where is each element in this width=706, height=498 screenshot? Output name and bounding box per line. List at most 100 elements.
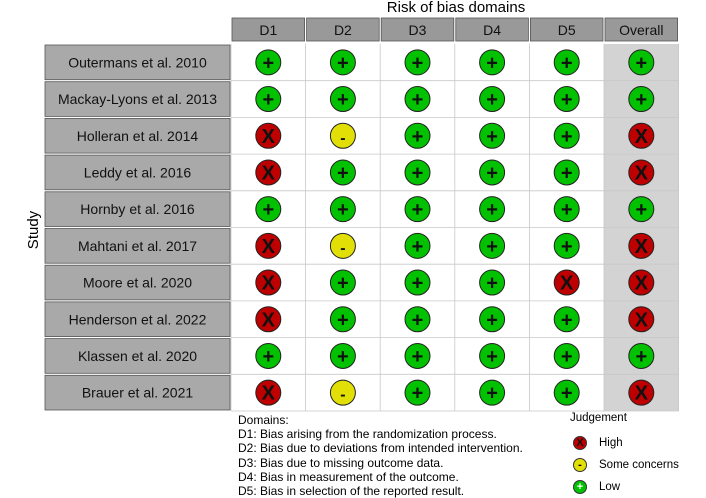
judgement-low-icon: + — [628, 49, 655, 76]
header-cell-d5 — [530, 17, 604, 42]
header-label-d3: D3 — [409, 22, 427, 38]
study-label: Hornby et al. 2016 — [80, 201, 195, 217]
svg-text:+: + — [337, 273, 349, 295]
domains-legend-d3: D3: Bias due to missing outcome data. — [238, 455, 444, 470]
judgement-legend-some: - Some concerns — [565, 454, 705, 476]
svg-text:+: + — [561, 89, 573, 111]
study-label-cell — [44, 264, 231, 301]
svg-text:+: + — [486, 126, 498, 148]
study-label-cell — [44, 154, 231, 191]
svg-text:X: X — [635, 126, 649, 148]
judgement-low-icon: + — [255, 342, 282, 369]
domains-legend-d2: D2: Bias due to deviations from intended… — [238, 441, 523, 456]
judgement-high-icon: X — [628, 159, 655, 186]
study-label: Klassen et al. 2020 — [78, 348, 197, 364]
judgement-low-icon: + — [479, 159, 506, 186]
judgement-low-icon: + — [553, 196, 580, 223]
svg-text:X: X — [262, 273, 276, 295]
svg-text:+: + — [486, 309, 498, 331]
study-label: Moore et al. 2020 — [83, 275, 192, 291]
header-cell-d4 — [455, 17, 529, 42]
header-label-d4: D4 — [483, 22, 501, 38]
svg-text:X: X — [635, 383, 649, 405]
judgement-low-icon: + — [553, 342, 580, 369]
judgement-high-icon: X — [255, 159, 282, 186]
header-label-d5: D5 — [558, 22, 576, 38]
judgement-legend-high: X High — [565, 432, 705, 454]
study-label: Mackay-Lyons et al. 2013 — [58, 91, 217, 107]
judgement-some-icon: - — [329, 122, 356, 149]
judgement-low-icon: + — [553, 159, 580, 186]
svg-text:+: + — [561, 52, 573, 74]
svg-text:X: X — [262, 309, 276, 331]
judgement-low-icon: + — [479, 196, 506, 223]
judgement-legend: Judgement X High - Some concerns + Low — [565, 412, 705, 498]
svg-text:X: X — [635, 273, 649, 295]
svg-text:+: + — [486, 273, 498, 295]
study-label-cell — [44, 301, 231, 337]
svg-text:+: + — [561, 309, 573, 331]
judgement-some-icon: - — [329, 379, 356, 406]
judgement-legend-some-label: Some concerns — [599, 459, 679, 471]
svg-text:+: + — [635, 346, 647, 368]
study-label: Brauer et al. 2021 — [82, 385, 194, 401]
judgement-high-icon: X — [628, 122, 655, 149]
some-concerns-icon: - — [573, 458, 587, 472]
judgement-low-icon: + — [479, 379, 506, 406]
domains-legend-heading: Domains: — [238, 413, 289, 427]
judgement-high-icon: X — [628, 269, 655, 296]
judgement-some-icon: - — [329, 232, 356, 259]
study-label-cell — [44, 338, 231, 374]
judgement-low-icon: + — [553, 86, 580, 113]
svg-text:+: + — [262, 89, 274, 111]
judgement-legend-high-label: High — [599, 437, 623, 449]
study-label-cell — [44, 228, 231, 264]
header-label-d1: D1 — [259, 22, 277, 38]
judgement-low-icon: + — [553, 379, 580, 406]
svg-text:+: + — [412, 126, 424, 148]
judgement-low-icon: + — [479, 122, 506, 149]
judgement-low-icon: + — [404, 342, 431, 369]
svg-text:+: + — [561, 126, 573, 148]
judgement-low-icon: + — [329, 269, 356, 296]
svg-text:X: X — [262, 126, 276, 148]
svg-text:+: + — [337, 309, 349, 331]
judgement-low-icon: + — [553, 49, 580, 76]
judgement-low-icon: + — [329, 49, 356, 76]
svg-text:+: + — [486, 236, 498, 258]
study-label: Outermans et al. 2010 — [68, 54, 207, 70]
svg-text:+: + — [262, 346, 274, 368]
judgement-high-icon: X — [255, 379, 282, 406]
judgement-low-icon: + — [329, 196, 356, 223]
study-label: Leddy et al. 2016 — [84, 164, 192, 180]
judgement-low-icon: + — [404, 379, 431, 406]
svg-text:+: + — [262, 199, 274, 221]
svg-text:+: + — [635, 199, 647, 221]
judgement-low-icon: + — [404, 232, 431, 259]
judgement-low-icon: + — [628, 196, 655, 223]
svg-text:+: + — [412, 273, 424, 295]
judgement-low-icon: + — [479, 342, 506, 369]
judgement-legend-title: Judgement — [570, 412, 627, 424]
svg-text:+: + — [486, 52, 498, 74]
svg-text:+: + — [486, 199, 498, 221]
judgement-legend-low-label: Low — [599, 481, 621, 493]
study-label: Mahtani et al. 2017 — [78, 238, 197, 254]
judgement-high-icon: X — [628, 379, 655, 406]
svg-text:+: + — [262, 52, 274, 74]
header-label-overall: Overall — [619, 22, 663, 38]
judgement-low-icon: + — [553, 122, 580, 149]
svg-text:+: + — [412, 383, 424, 405]
svg-text:-: - — [340, 387, 345, 404]
svg-text:X: X — [262, 383, 276, 405]
domains-legend-d1: D1: Bias arising from the randomization … — [238, 427, 497, 442]
judgement-high-icon: X — [553, 269, 580, 296]
domains-legend-d5: D5: Bias in selection of the reported re… — [238, 484, 465, 498]
judgement-low-icon: + — [404, 196, 431, 223]
judgement-high-icon: X — [255, 122, 282, 149]
svg-text:+: + — [337, 199, 349, 221]
study-label: Henderson et al. 2022 — [69, 311, 207, 327]
study-label-cell — [44, 81, 231, 117]
judgement-low-icon: + — [255, 196, 282, 223]
